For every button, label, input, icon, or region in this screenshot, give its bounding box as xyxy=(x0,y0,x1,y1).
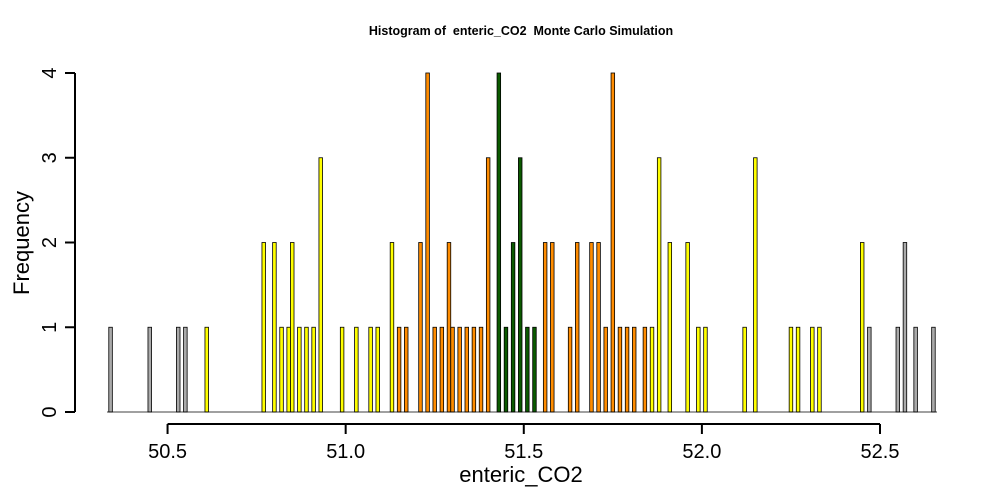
histogram-bar xyxy=(478,326,484,413)
histogram-bar xyxy=(902,242,908,413)
histogram-bar xyxy=(339,326,345,413)
y-tick-label: 0 xyxy=(39,406,61,417)
histogram-bar xyxy=(596,242,601,413)
histogram-bar xyxy=(931,326,936,413)
histogram-bar xyxy=(617,326,623,413)
histogram-bar xyxy=(589,242,594,413)
histogram-bar xyxy=(375,326,380,413)
histogram-bar xyxy=(913,326,918,413)
histogram-bar xyxy=(788,326,794,413)
histogram-bar xyxy=(297,326,302,413)
y-tick-label: 2 xyxy=(39,237,61,248)
histogram-bar xyxy=(108,326,113,413)
histogram-bar xyxy=(742,326,747,413)
histogram-bar xyxy=(279,326,284,413)
histogram-bar xyxy=(354,326,359,413)
histogram-bar xyxy=(439,326,445,413)
histogram-bar xyxy=(610,72,616,413)
histogram-bar xyxy=(147,326,152,413)
histogram-bar xyxy=(432,326,437,413)
y-axis: 0 1 2 3 4 xyxy=(39,67,76,418)
histogram-bar xyxy=(272,242,277,413)
histogram-bar xyxy=(603,326,608,413)
x-tick-label: 50.5 xyxy=(148,441,187,463)
histogram-bar xyxy=(649,326,655,413)
histogram-bar xyxy=(485,157,491,413)
histogram-bar xyxy=(464,326,469,413)
histogram-bar xyxy=(176,326,181,413)
histogram-bar xyxy=(496,72,502,413)
histogram-bar xyxy=(261,242,266,413)
histogram-bar xyxy=(703,326,708,413)
histogram-bar xyxy=(532,326,537,413)
histogram-bar xyxy=(368,326,373,413)
histogram-bar xyxy=(817,326,822,413)
histogram-bar xyxy=(575,242,580,413)
histogram-bar xyxy=(457,326,462,413)
histogram-bar xyxy=(503,326,509,413)
x-axis: 50.5 51.0 51.5 52.0 52.5 xyxy=(148,423,900,463)
histogram-bar xyxy=(311,326,316,413)
y-tick-label: 4 xyxy=(39,67,61,78)
x-tick-label: 51.0 xyxy=(326,441,365,463)
histogram-bar xyxy=(867,326,872,413)
y-tick-label: 3 xyxy=(39,152,61,163)
histogram-bar xyxy=(183,326,188,413)
histogram-bar xyxy=(895,326,900,413)
histogram-bar xyxy=(418,242,423,413)
histogram-bar xyxy=(624,326,630,413)
histogram-bar xyxy=(510,242,516,413)
x-tick-label: 52.5 xyxy=(861,441,900,463)
histogram-bar xyxy=(318,157,323,413)
histogram-bar xyxy=(290,242,295,413)
chart-title: Histogram of enteric_CO2 Monte Carlo Sim… xyxy=(369,24,673,38)
histogram-bar xyxy=(550,242,555,413)
histogram-bar xyxy=(204,326,209,413)
histogram-bar xyxy=(389,242,395,413)
x-tick-label: 51.5 xyxy=(504,441,543,463)
histogram-bar xyxy=(518,157,523,413)
x-axis-label: enteric_CO2 xyxy=(459,462,583,487)
histogram-bar xyxy=(404,326,409,413)
histogram-bar xyxy=(753,157,758,413)
histogram-bar xyxy=(450,326,455,413)
histogram-bar xyxy=(642,326,648,413)
histogram-bar xyxy=(795,326,801,413)
histogram-bar xyxy=(696,326,701,413)
histogram-bar xyxy=(656,157,662,413)
histogram-bar xyxy=(304,326,309,413)
histogram-bar xyxy=(632,326,637,413)
histogram-bars xyxy=(108,72,936,413)
histogram-bar xyxy=(425,72,430,413)
histogram-bar xyxy=(525,326,530,413)
histogram-bar xyxy=(396,326,402,413)
histogram-bar xyxy=(286,326,291,413)
histogram-bar xyxy=(860,242,865,413)
y-axis-label: Frequency xyxy=(9,191,34,295)
histogram-bar xyxy=(542,242,548,413)
histogram-bar xyxy=(685,242,690,413)
histogram-bar xyxy=(471,326,477,413)
histogram-bar xyxy=(567,326,573,413)
histogram-bar xyxy=(446,242,452,413)
y-tick-label: 1 xyxy=(39,322,61,333)
histogram-bar xyxy=(810,326,815,413)
x-tick-label: 52.0 xyxy=(682,441,721,463)
histogram-bar xyxy=(667,242,673,413)
